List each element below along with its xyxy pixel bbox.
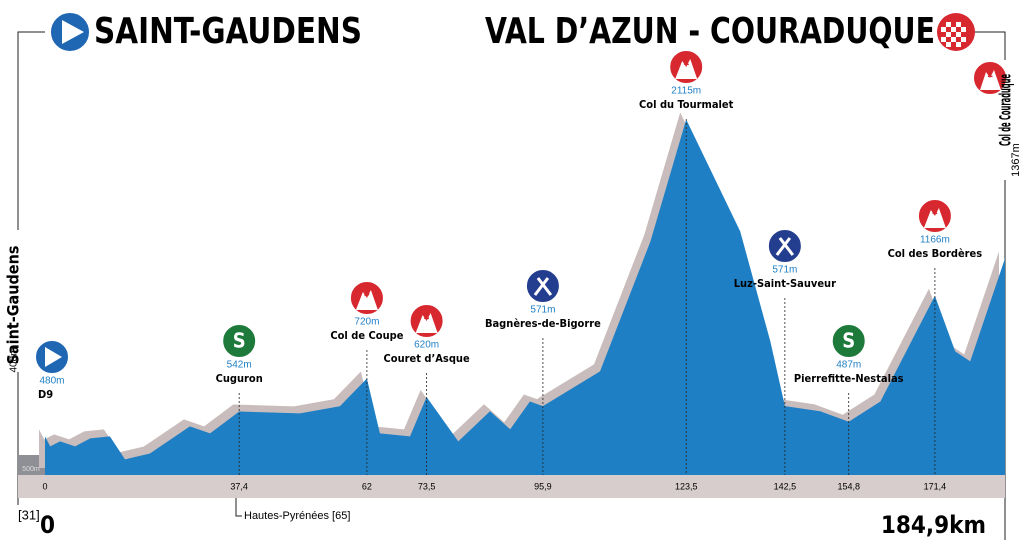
checker [941,22,966,47]
waypoint-name: Col des Bordères [888,247,983,260]
total-km: 184,9km [881,511,986,539]
waypoint-alt: 2115m [671,86,701,97]
climb-cat: 2 [932,206,938,217]
waypoint-alt: 1166m [920,235,950,246]
x-tick-label: 142,5 [774,481,797,491]
waypoint-name: Col de Coupe [330,329,403,342]
waypoint-alt: 480m [39,376,64,387]
waypoint-name: Couret d’Asque [384,352,470,365]
x-tick-label: 0 [42,481,47,491]
x-tick-label: 73,5 [418,481,436,491]
finish-name: Col de Couraduque [996,74,1015,146]
waypoint-alt: 571m [772,265,797,276]
base-label: 500m [22,466,40,473]
x-tick-label: 95,9 [534,481,552,491]
title-start: SAINT-GAUDENS [94,11,362,52]
mountain [415,313,438,333]
cutlery [775,237,795,256]
waypoint-icon [830,323,867,359]
waypoint-name: Cuguron [216,372,263,385]
sprint-icon: S [842,329,855,353]
x-tick-label: 62 [362,481,372,491]
finish-cat: 1 [987,69,993,80]
start-arrow [45,347,62,367]
waypoint-alt: 487m [836,360,861,371]
start-alt: 408m [9,347,20,372]
finish-flag [937,13,975,51]
waypoint-name: D9 [38,388,53,401]
x-tick-label: 123,5 [675,481,698,491]
waypoint-name: Col du Tourmalet [639,98,734,111]
waypoint-alt: 542m [227,360,252,371]
x-tick-label: 154,8 [837,481,860,491]
start-name: Saint-Gaudens [4,246,23,365]
climb-cat: 2 [423,311,429,322]
waypoint-alt: 620m [414,340,439,351]
climb-cat: 1 [683,57,689,68]
mountain [355,290,378,310]
x-tick-label: 37,4 [230,481,248,491]
waypoint-name: Luz-Saint-Sauveur [734,277,836,290]
start-km: 0 [40,511,55,539]
dept-line [235,498,242,517]
km-band [18,475,1005,498]
sprint-icon: S [233,329,246,353]
waypoint-alt: 571m [530,305,555,316]
profile-area [45,119,1005,475]
waypoint-name: Bagnères-de-Bigorre [485,317,601,330]
mountain [675,59,698,79]
climb-cat: 3 [364,288,370,299]
start-arrow [62,20,84,44]
waypoint-name: Pierrefitte-Nestalas [794,372,904,385]
waypoint-alt: 720m [354,317,379,328]
start-dept: [31] [18,507,40,522]
finish-alt: 1367m [1010,143,1022,177]
finish-mountain [980,70,1001,90]
title-finish: VAL D’AZUN - COURADUQUE [485,11,935,52]
mountain [923,208,946,228]
dept-label: Hautes-Pyrénées [65] [244,510,350,522]
cutlery [533,277,553,296]
x-tick-label: 171,4 [924,481,947,491]
waypoint-icon [221,323,258,359]
base-box [18,455,45,475]
